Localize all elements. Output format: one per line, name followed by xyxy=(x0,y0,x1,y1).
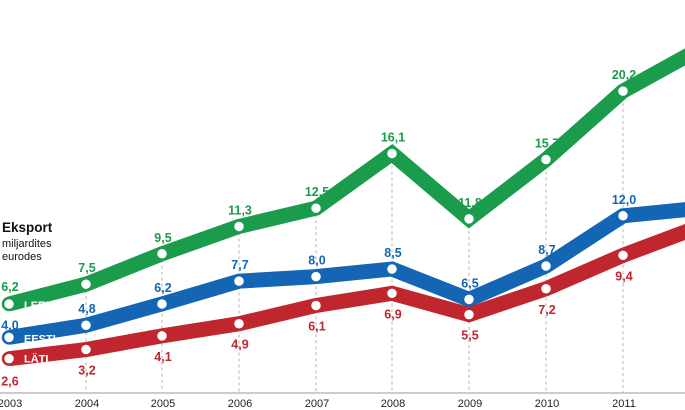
series-line xyxy=(7,48,685,312)
data-point xyxy=(538,258,554,274)
data-label: 6,1 xyxy=(308,319,325,333)
x-tick-label: 2011 xyxy=(612,398,636,410)
data-point xyxy=(615,83,631,99)
data-point xyxy=(308,269,324,284)
x-tick-label: 2004 xyxy=(75,398,99,410)
series-label: EESTI xyxy=(24,333,56,345)
data-point xyxy=(308,200,324,216)
data-label: 12,5 xyxy=(305,185,329,199)
data-label: 4,0 xyxy=(1,318,18,332)
data-point xyxy=(78,276,94,292)
data-label: 8,7 xyxy=(538,243,555,257)
data-point xyxy=(384,146,400,161)
data-label: 6,2 xyxy=(154,281,171,295)
series-label: LEEDU xyxy=(24,300,61,312)
x-tick-label: 2009 xyxy=(458,398,482,410)
data-point xyxy=(154,296,170,312)
data-label: 4,9 xyxy=(231,338,248,352)
x-tick-label: 2008 xyxy=(381,398,405,410)
data-point xyxy=(231,219,247,234)
data-label: 8,5 xyxy=(384,246,401,260)
data-label: 3,2 xyxy=(78,364,95,378)
data-label: 11,3 xyxy=(228,203,252,217)
x-tick-label: 2005 xyxy=(151,398,175,410)
series-line xyxy=(7,202,685,345)
data-label: 12,0 xyxy=(612,193,636,207)
chart-subtitle: miljardites eurodes xyxy=(2,238,52,263)
x-tick-label: 2003 xyxy=(0,398,22,410)
data-label: 6,2 xyxy=(1,280,18,294)
data-point xyxy=(461,211,477,227)
data-point xyxy=(615,248,631,263)
data-label: 7,7 xyxy=(231,258,248,272)
data-point xyxy=(384,286,400,301)
data-point xyxy=(154,246,170,262)
data-point xyxy=(231,316,247,331)
data-point xyxy=(154,328,170,344)
data-point xyxy=(78,342,94,357)
data-point xyxy=(308,298,324,313)
x-tick-label: 2006 xyxy=(228,398,252,410)
data-label: 4,1 xyxy=(154,350,171,364)
data-label: 5,5 xyxy=(461,329,478,343)
series-line xyxy=(8,224,685,367)
x-tick-label: 2007 xyxy=(305,398,329,410)
data-label: 16,1 xyxy=(381,130,405,144)
data-label: 9,4 xyxy=(615,269,632,283)
data-label: 4,8 xyxy=(78,302,95,316)
data-point xyxy=(1,330,17,345)
data-label: 8,0 xyxy=(308,254,325,268)
data-label: 20,2 xyxy=(612,68,636,82)
data-label: 7,5 xyxy=(78,261,95,275)
data-point xyxy=(1,296,17,312)
chart-title: Eksport xyxy=(2,220,53,235)
data-point xyxy=(231,273,247,289)
data-point xyxy=(78,317,94,333)
data-point xyxy=(1,351,17,366)
data-point xyxy=(461,307,477,322)
x-tick-label: 2010 xyxy=(535,398,559,410)
data-label: 6,5 xyxy=(461,276,478,290)
data-label: 15,7 xyxy=(535,137,559,151)
data-label: 2,6 xyxy=(1,375,18,389)
data-label: 11,8 xyxy=(458,196,482,210)
data-label: 9,5 xyxy=(154,231,171,245)
data-point xyxy=(538,152,554,167)
data-point xyxy=(538,281,554,297)
data-label: 6,9 xyxy=(384,307,401,321)
data-label: 7,2 xyxy=(538,303,555,317)
series-label: LÄTI xyxy=(24,353,48,366)
data-point xyxy=(461,292,477,307)
data-point xyxy=(615,208,631,224)
data-point xyxy=(384,261,400,277)
